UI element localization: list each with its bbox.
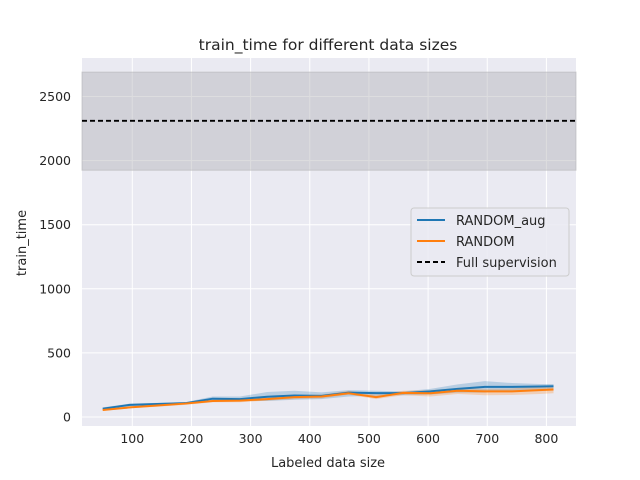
y-tick-label: 0 bbox=[63, 410, 71, 425]
tick-labels: 100 200 300 400 500 600 700 800 0 500 1000 1500 2000… bbox=[39, 89, 558, 446]
y-tick-label: 2500 bbox=[39, 89, 71, 104]
legend-box bbox=[410, 207, 570, 277]
series-line-1 bbox=[102, 388, 554, 411]
x-axis-label: Labeled data size bbox=[271, 456, 385, 471]
x-tick-label: 400 bbox=[298, 431, 322, 446]
legend: RANDOM_aug RANDOM Full supervision bbox=[410, 207, 570, 277]
legend-label-random-aug: RANDOM_aug bbox=[456, 214, 546, 229]
y-axis-label: train_time bbox=[15, 210, 30, 276]
x-tick-label: 300 bbox=[239, 431, 263, 446]
x-tick-label: 800 bbox=[534, 431, 558, 446]
y-tick-label: 1000 bbox=[39, 281, 71, 296]
y-tick-label: 2000 bbox=[39, 153, 71, 168]
y-tick-label: 1500 bbox=[39, 217, 71, 232]
x-tick-label: 100 bbox=[120, 431, 144, 446]
x-tick-label: 700 bbox=[475, 431, 499, 446]
legend-label-full-supervision: Full supervision bbox=[456, 256, 557, 271]
x-tick-label: 600 bbox=[416, 431, 440, 446]
x-tick-label: 200 bbox=[180, 431, 204, 446]
y-tick-label: 500 bbox=[47, 345, 71, 360]
legend-label-random: RANDOM bbox=[456, 235, 515, 250]
chart-title: train_time for different data sizes bbox=[199, 36, 458, 55]
series-lines bbox=[82, 119, 576, 411]
grid bbox=[82, 58, 576, 426]
x-tick-label: 500 bbox=[357, 431, 381, 446]
